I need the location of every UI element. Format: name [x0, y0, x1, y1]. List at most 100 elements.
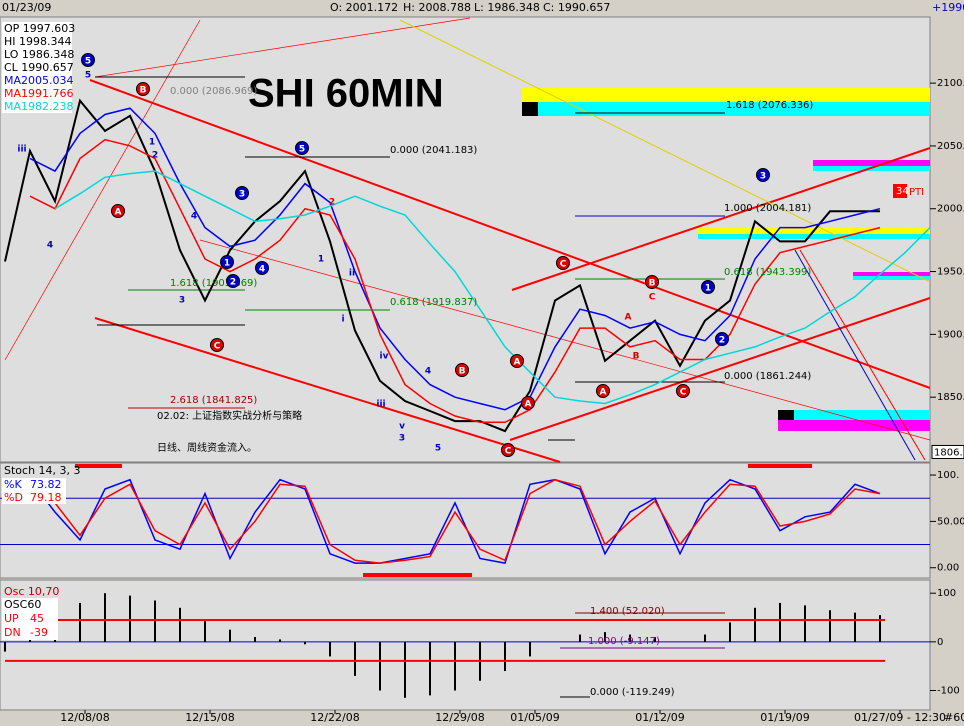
y-tick-label: -100 — [937, 686, 960, 697]
annotation: 0.618 (1943.399) — [724, 267, 811, 278]
wave-label: 1 — [149, 138, 155, 148]
legend-bg — [2, 87, 72, 100]
wave-label: v — [399, 422, 405, 432]
wave-label: 3 — [760, 172, 766, 182]
annotation: 0.000 (-119.249) — [590, 687, 675, 698]
legend-entry: DN — [4, 626, 21, 639]
wave-label: 2 — [230, 278, 236, 288]
wave-label: 2 — [152, 151, 158, 161]
channel-line — [89, 79, 931, 389]
legend-bg — [2, 35, 72, 48]
zone — [778, 420, 930, 431]
series-line — [4, 98, 880, 433]
wave-label: 5 — [85, 71, 91, 81]
annotation: 0.000 (2041.183) — [390, 145, 477, 156]
legend-value: -39 — [30, 626, 48, 639]
wave-circle — [226, 274, 240, 288]
header-date: 01/23/09 — [2, 1, 51, 14]
legend-entry: MA2005.034 — [4, 74, 74, 87]
wave-label: 1 — [318, 255, 324, 265]
zone — [698, 234, 930, 239]
zone — [813, 160, 930, 166]
channel-line — [94, 317, 561, 463]
osc-panel — [0, 579, 931, 711]
wave-label: 5 — [299, 145, 305, 155]
legend-value: 79.18 — [30, 491, 62, 504]
annotation: 0.618 (1919.837) — [390, 297, 477, 308]
legend-bg — [2, 74, 72, 87]
legend-bg — [2, 598, 58, 640]
wave-circle — [81, 53, 95, 67]
y-tick-label: 2100. — [937, 78, 964, 89]
y-tick-label: 50.00 — [937, 516, 964, 527]
wave-circle — [501, 443, 515, 457]
x-tick-label: 12/08/08 — [60, 711, 109, 724]
wave-label: 4 — [191, 212, 197, 222]
legend-bg — [2, 478, 66, 491]
wave-label: C — [680, 388, 687, 398]
series-line — [29, 107, 881, 411]
stoch-panel — [0, 462, 931, 579]
series-line — [4, 478, 881, 564]
legend-bg — [2, 491, 66, 504]
wave-label: 4 — [259, 265, 265, 275]
y-tick-label: 2000. — [937, 204, 964, 215]
wave-label: i — [341, 315, 344, 325]
wave-label: A — [600, 388, 607, 398]
wave-circle — [111, 204, 125, 218]
header-close: C: 1990.657 — [543, 1, 610, 14]
x-tick-label: 12/22/08 — [310, 711, 359, 724]
zone-mark — [778, 410, 794, 420]
series-line — [29, 138, 881, 424]
annotation: 1.000 (2004.181) — [724, 203, 811, 214]
annotation: 1.618 (2076.336) — [726, 100, 813, 111]
wave-label: B — [649, 279, 656, 289]
zone — [853, 276, 930, 280]
y-tick-label: 100 — [937, 588, 956, 599]
wave-circle — [596, 384, 610, 398]
panel-title: Osc 10,70 — [4, 585, 59, 598]
wave-circle — [210, 338, 224, 352]
annotation: 34 — [896, 186, 909, 197]
wave-label: iii — [17, 145, 26, 155]
annotation: PTI — [909, 187, 924, 198]
legend-entry: MA1991.766 — [4, 87, 74, 100]
legend-entry: MA1982.238 — [4, 100, 74, 113]
wave-circle — [136, 82, 150, 96]
y-tick-label: 2050. — [937, 141, 964, 152]
wave-label: C — [560, 260, 567, 270]
wave-circle — [235, 186, 249, 200]
panel-title: Stoch 14, 3, 3 — [4, 464, 81, 477]
legend-value: 73.82 — [30, 478, 62, 491]
series-line — [4, 478, 881, 564]
trend-line — [199, 239, 931, 441]
header-high: H: 2008.788 — [403, 1, 471, 14]
zone — [778, 410, 930, 420]
readout: LO 1986.348 — [4, 48, 74, 61]
zone-mark — [522, 102, 538, 116]
chart-title: SHI 60MIN — [248, 72, 444, 116]
header-open: O: 2001.172 — [330, 1, 398, 14]
wave-label: B — [633, 352, 640, 362]
wave-label: C — [649, 293, 656, 303]
series-line — [54, 170, 931, 405]
legend-bg — [2, 100, 72, 113]
readout: OP 1997.603 — [4, 22, 75, 35]
wave-label: 5 — [435, 444, 441, 454]
wave-label: 3 — [399, 434, 405, 444]
legend-bg — [2, 22, 72, 35]
wave-label: 1 — [705, 284, 711, 294]
wave-label: 3 — [179, 296, 185, 306]
wave-label: 1 — [224, 259, 230, 269]
annotation: 1.000 (-9.147) — [588, 636, 660, 647]
wave-circle — [220, 255, 234, 269]
wave-label: A — [625, 313, 632, 323]
legend-entry: OSC60 — [4, 598, 41, 611]
legend-entry: UP — [4, 612, 19, 625]
legend-entry: %K — [4, 478, 22, 491]
wave-circle — [645, 275, 659, 289]
wave-label: iv — [380, 352, 389, 362]
wave-label: ii — [349, 269, 355, 279]
wave-circle — [295, 141, 309, 155]
